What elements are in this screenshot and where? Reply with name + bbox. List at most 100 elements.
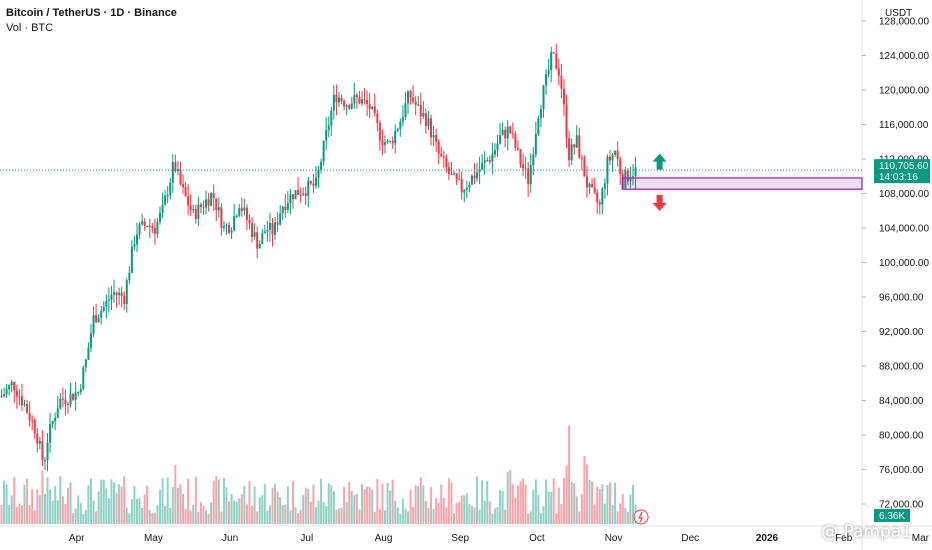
volume-bar	[417, 486, 420, 524]
volume-bar	[143, 494, 146, 524]
candle-body	[69, 393, 72, 405]
time-tick-label: May	[144, 533, 163, 544]
candle-body	[580, 157, 583, 159]
volume-bar	[458, 501, 461, 524]
candle-body	[130, 246, 133, 273]
candle-body	[13, 382, 16, 391]
candle-body	[102, 306, 105, 311]
candle-body	[386, 141, 389, 143]
volume-bar	[570, 481, 573, 524]
volume-bar	[491, 513, 494, 524]
volume-bar	[588, 479, 591, 524]
candle-body	[245, 207, 248, 220]
volume-bar	[159, 490, 162, 524]
volume-bar	[235, 501, 238, 524]
volume-bar	[437, 502, 440, 524]
volume-bar	[616, 511, 619, 524]
volume-bar	[493, 508, 496, 524]
volume-bar	[327, 483, 330, 524]
candle-body	[616, 150, 619, 159]
volume-bar	[105, 488, 108, 524]
volume-bar	[268, 505, 271, 524]
arrow-down-icon	[652, 194, 667, 211]
volume-bar	[504, 509, 507, 524]
candle-body	[23, 404, 26, 406]
candle-body	[409, 91, 412, 98]
candle-body	[371, 106, 374, 109]
candle-body	[107, 299, 110, 301]
volume-bar	[447, 478, 450, 524]
volume-bar	[322, 502, 325, 524]
volume-bar	[0, 504, 3, 524]
volume-bar	[23, 484, 26, 524]
candle-body	[309, 180, 312, 184]
volume-bar	[565, 465, 568, 524]
volume-bar	[442, 497, 445, 524]
volume-bar	[317, 501, 320, 524]
volume-bar	[8, 505, 11, 524]
candle-body	[251, 223, 254, 237]
candle-body	[570, 144, 573, 161]
candle-body	[125, 280, 128, 304]
candle-body	[138, 224, 141, 235]
candle-body	[123, 296, 126, 304]
volume-bar	[332, 491, 335, 524]
candle-body	[522, 164, 525, 169]
volume-bar	[69, 482, 72, 524]
candle-body	[210, 193, 213, 206]
candle-body	[189, 205, 192, 211]
price-axis-unit[interactable]: USDT	[885, 8, 913, 19]
candle-body	[547, 70, 550, 74]
candle-body	[128, 272, 131, 281]
price-tick-label: 124,000.00	[879, 51, 929, 62]
price-tick-label: 84,000.00	[879, 396, 924, 407]
candle-body	[355, 94, 358, 98]
volume-bar	[118, 484, 121, 524]
candle-body	[453, 173, 456, 175]
candle-body	[217, 207, 220, 211]
volume-bar	[38, 495, 41, 524]
volume-bar	[5, 484, 8, 524]
volume-bar	[601, 484, 604, 524]
candle-body	[222, 225, 225, 228]
chart-title[interactable]: Bitcoin / TetherUS · 1D · Binance	[6, 7, 177, 19]
candle-body	[483, 160, 486, 163]
volume-bar	[302, 495, 305, 524]
volume-bar	[220, 511, 223, 524]
volume-bar	[174, 464, 177, 524]
price-tick-label: 76,000.00	[879, 465, 924, 476]
volume-bar	[179, 484, 182, 524]
candle-body	[61, 398, 64, 400]
volume-indicator-label[interactable]: Vol · BTC	[6, 22, 54, 34]
candle-body	[314, 177, 317, 186]
candle-body	[378, 122, 381, 141]
volume-bar	[271, 487, 274, 524]
volume-bar	[112, 482, 115, 524]
candle-body	[82, 367, 85, 389]
candle-body	[72, 393, 75, 400]
volume-bar	[248, 481, 251, 524]
volume-bar	[465, 493, 468, 524]
price-tick-label: 88,000.00	[879, 362, 924, 373]
volume-bar	[56, 500, 59, 524]
candle-body	[527, 168, 530, 185]
candle-body	[212, 193, 215, 199]
volume-bar	[107, 498, 110, 524]
candle-body	[414, 101, 417, 105]
candle-body	[493, 150, 496, 155]
time-tick-label: Jun	[222, 533, 238, 544]
volume-bar	[547, 491, 550, 524]
volume-bar	[153, 512, 156, 524]
candle-body	[271, 222, 274, 235]
volume-bar	[583, 455, 586, 524]
candle-body	[89, 333, 92, 348]
candle-body	[184, 186, 187, 197]
volume-bar	[407, 511, 410, 524]
candle-body	[470, 175, 473, 185]
volume-bar	[130, 499, 133, 524]
last-price-tag	[874, 159, 930, 184]
candle-body	[312, 183, 315, 186]
volume-bar	[624, 507, 627, 524]
candle-body	[268, 222, 271, 230]
